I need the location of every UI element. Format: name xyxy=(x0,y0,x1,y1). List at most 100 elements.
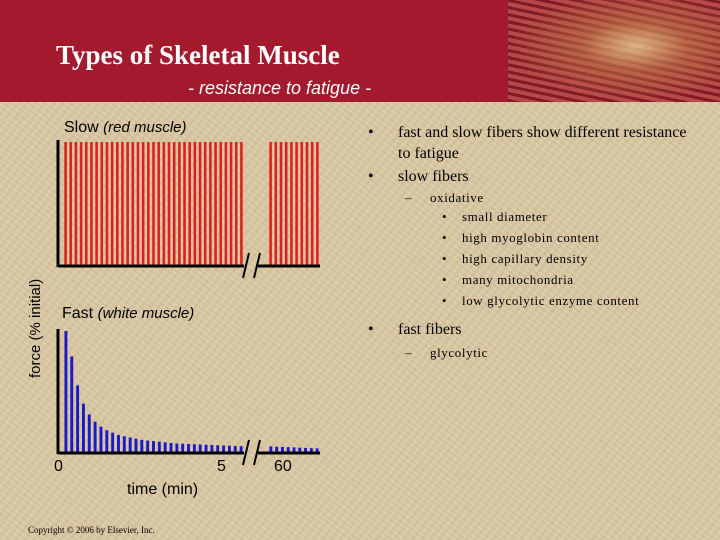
sub-sub-bullet: • many mitochondria xyxy=(360,269,700,290)
slow-bar xyxy=(79,142,83,265)
slow-bar xyxy=(183,142,186,265)
dash-marker: – xyxy=(405,345,413,360)
fast-bar xyxy=(81,403,85,452)
fast-bar xyxy=(128,437,132,452)
fast-bar xyxy=(210,444,214,452)
slow-muscle-label: Slow (red muscle) xyxy=(64,119,187,137)
fast-label-main: Fast xyxy=(62,305,94,322)
slow-bar xyxy=(219,142,223,265)
sub-sub-bullet-text: small diameter xyxy=(462,209,548,224)
slow-bar xyxy=(300,142,304,265)
fast-axis-break-mark xyxy=(242,439,250,466)
fast-bar xyxy=(309,448,313,452)
bullet-dot: • xyxy=(442,272,448,287)
fast-bar xyxy=(269,446,273,452)
sub-bullet-text: glycolytic xyxy=(430,345,488,360)
bullet-list: • fast and slow fibers show different res… xyxy=(360,122,700,361)
fast-bar xyxy=(111,432,115,452)
slow-bar xyxy=(162,142,166,265)
slow-bar xyxy=(110,142,114,265)
slow-bar xyxy=(198,142,202,265)
sub-sub-bullet: • low glycolytic enzyme content xyxy=(360,290,700,309)
fast-bar xyxy=(122,436,126,452)
slow-bar xyxy=(167,142,171,265)
sub-sub-bullet-text: low glycolytic enzyme content xyxy=(462,293,640,308)
bullet-dot: • xyxy=(442,251,448,266)
slow-bar xyxy=(152,142,155,265)
slow-axis-break-mark xyxy=(253,252,261,279)
slow-bar xyxy=(310,142,314,265)
slow-axis-break-mark xyxy=(242,252,250,279)
fast-bar xyxy=(239,446,243,452)
slow-bar xyxy=(90,142,93,265)
fast-axis-break-mark xyxy=(253,439,261,466)
banner-decoration xyxy=(508,0,720,102)
bullet-dot: • xyxy=(368,124,374,141)
fast-bar xyxy=(76,385,80,452)
slow-bar xyxy=(269,142,272,265)
fast-bar xyxy=(146,440,150,452)
slow-bar xyxy=(69,142,73,265)
slow-bar xyxy=(193,142,197,265)
bullet-dot: • xyxy=(442,209,448,224)
slow-bar xyxy=(178,142,181,265)
sub-bullet: – glycolytic xyxy=(360,344,700,361)
slow-bar xyxy=(229,142,233,265)
bullet-text: slow fibers xyxy=(398,168,469,185)
bullet-text: fast and slow fibers show different resi… xyxy=(398,124,687,162)
fast-bar xyxy=(198,444,202,452)
fast-bar xyxy=(187,444,190,452)
fast-bar xyxy=(286,447,290,452)
fast-bar xyxy=(204,444,208,452)
slow-label-main: Slow xyxy=(64,119,99,136)
sub-sub-bullet-text: high myoglobin content xyxy=(462,230,600,245)
slow-label-sub: (red muscle) xyxy=(103,119,187,136)
fast-bar xyxy=(181,443,185,452)
fast-bar xyxy=(117,435,120,452)
slow-bar xyxy=(234,142,238,265)
sub-sub-bullet: • high myoglobin content xyxy=(360,227,700,248)
fast-muscle-label: Fast (white muscle) xyxy=(62,305,194,323)
slow-bar xyxy=(284,142,288,265)
fast-bar xyxy=(222,445,226,452)
y-axis-label: force (% initial) xyxy=(27,278,44,378)
slow-bar xyxy=(240,142,243,265)
slow-bar xyxy=(203,142,207,265)
slow-bar xyxy=(279,142,283,265)
fast-bar xyxy=(304,447,307,452)
bullet-item: • slow fibers xyxy=(360,166,700,187)
sub-sub-bullet-text: many mitochondria xyxy=(462,272,574,287)
fast-bar xyxy=(233,445,237,452)
fast-bar xyxy=(175,443,179,452)
bullet-item: • fast fibers xyxy=(360,319,700,340)
slow-bar xyxy=(105,142,109,265)
fast-bar xyxy=(298,447,302,452)
fast-bar xyxy=(93,421,97,452)
slow-bar xyxy=(305,142,309,265)
slow-bar xyxy=(126,142,129,265)
fast-bar xyxy=(152,441,155,452)
fast-bar xyxy=(275,446,279,452)
bullet-dot: • xyxy=(368,321,374,338)
fast-bar xyxy=(99,426,103,452)
slow-bar xyxy=(214,142,217,265)
slow-bar xyxy=(141,142,145,265)
sub-sub-bullet: • high capillary density xyxy=(360,248,700,269)
slide-subtitle: - resistance to fatigue - xyxy=(188,78,372,98)
fast-bar xyxy=(227,445,231,452)
sub-sub-bullet: • small diameter xyxy=(360,206,700,227)
bullet-text: fast fibers xyxy=(398,321,462,338)
sub-bullet: – oxidative xyxy=(360,189,700,206)
fast-label-sub: (white muscle) xyxy=(97,305,195,322)
fast-bar xyxy=(157,441,161,452)
fast-bar xyxy=(87,414,91,452)
slow-bar xyxy=(274,142,278,265)
slow-bar xyxy=(121,142,124,265)
slow-bar xyxy=(116,142,119,265)
slow-bar xyxy=(224,142,228,265)
x-tick-5: 5 xyxy=(217,458,226,475)
fast-bar xyxy=(64,331,68,452)
slow-bar xyxy=(136,142,140,265)
